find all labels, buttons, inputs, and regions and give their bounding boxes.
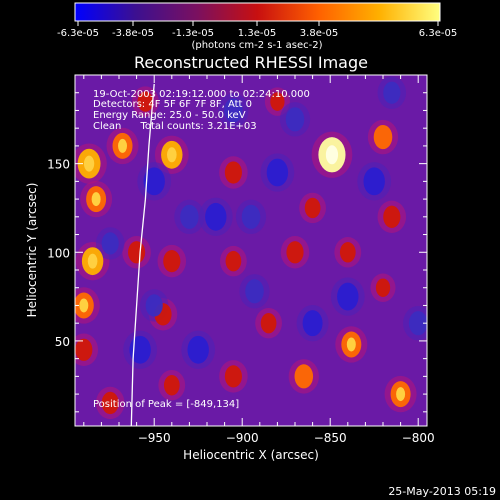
- heatmap-cold-spot: [143, 167, 165, 196]
- colorbar-tick-label: -3.8e-05: [112, 28, 154, 39]
- heatmap-hot-spot: [260, 312, 277, 334]
- heatmap-cold-spot: [145, 294, 163, 317]
- chart-title: Reconstructed RHESSI Image: [134, 53, 368, 72]
- heatmap-hot-spot: [383, 205, 401, 228]
- x-axis-ticks: −950 −900 −850 −800: [83, 75, 435, 445]
- heatmap-hot-spot: [270, 92, 285, 111]
- heatmap-cold-spot: [205, 202, 227, 231]
- heatmap-cold-spot: [245, 279, 264, 304]
- plot-frame: [74, 74, 428, 427]
- heatmap-cold-spot: [224, 98, 243, 123]
- colorbar-tick-label: -1.3e-05: [172, 28, 214, 39]
- x-tick-label: −850: [314, 431, 347, 445]
- heatmap-peak-core: [166, 147, 177, 163]
- x-axis-label: Heliocentric X (arcsec): [183, 448, 319, 462]
- colorbar-tick-label: 3.8e-05: [300, 28, 338, 39]
- heatmap-cold-spot: [241, 204, 261, 229]
- heatmap-hot-spot: [304, 197, 321, 219]
- heatmap-hot-spot: [75, 338, 93, 361]
- y-axis-label: Heliocentric Y (arcsec): [25, 183, 39, 318]
- heatmap-hot-spot: [294, 364, 314, 389]
- colorbar-tick-label: 6.3e-05: [419, 28, 457, 39]
- heatmap-cold-spot: [337, 282, 359, 311]
- annotation-time-range: 19-Oct-2003 02:19:12.000 to 02:24:10.000: [93, 89, 310, 100]
- heatmap-peak-core: [87, 253, 98, 269]
- heatmap-hot-spot: [163, 375, 180, 396]
- x-tick-label: −900: [226, 431, 259, 445]
- heatmap-peak-core: [346, 337, 356, 352]
- colorbar-ticks: -6.3e-05 -3.8e-05 -1.3e-05 1.3e-05 3.8e-05 6.…: [57, 21, 457, 39]
- annotation-clean-counts: Clean Total counts: 3.21E+03: [93, 121, 257, 132]
- colorbar: [74, 2, 441, 22]
- heatmap-hot-spot: [101, 391, 119, 415]
- heatmap-cold-spot: [363, 167, 385, 196]
- heatmap-hot-spot: [375, 278, 391, 298]
- y-axis-ticks: 50 100 150: [47, 92, 427, 413]
- annotation-energy-range: Energy Range: 25.0 - 50.0 keV: [93, 110, 246, 121]
- heatmap-hot-spot: [286, 241, 304, 264]
- heatmap-hot-spot: [137, 91, 154, 112]
- heatmap-peak-core: [79, 298, 89, 313]
- footer-timestamp: 25-May-2013 05:19: [388, 485, 496, 498]
- annotation-detectors: Detectors: 4F 5F 6F 7F 8F, Att 0: [93, 99, 252, 110]
- peak-position-label: Position of Peak = [-849,134]: [93, 399, 239, 410]
- heatmap-hot-spot: [128, 241, 146, 264]
- colorbar-tick-label: 1.3e-05: [238, 28, 276, 39]
- heatmap-cold-spot: [383, 81, 401, 104]
- heatmap-peak-core: [91, 192, 101, 207]
- heatmap-hot-spot: [373, 124, 393, 150]
- heatmap-cold-spot: [187, 335, 209, 364]
- x-tick-label: −800: [402, 431, 435, 445]
- heatmap-hot-spot: [163, 249, 181, 273]
- y-tick-label: 100: [47, 246, 70, 260]
- heatmap-cold-spot: [180, 204, 199, 229]
- heatmap-cold-spot: [302, 310, 323, 337]
- y-tick-label: 150: [47, 158, 70, 172]
- heatmap-peak-core: [118, 138, 128, 153]
- colorbar-unit-label: (photons cm-2 s-1 asec-2): [191, 40, 322, 51]
- heatmap-peak-core: [83, 155, 95, 172]
- y-tick-label: 50: [55, 335, 70, 349]
- heatmap-peak-core: [396, 387, 406, 402]
- heatmap-cold-spot: [266, 158, 289, 187]
- heatmap-hot-spot: [224, 365, 242, 388]
- heatmap-hot-spot: [225, 250, 242, 272]
- heatmap-cold-spot: [285, 107, 305, 132]
- heatmap-peak-core: [325, 145, 339, 165]
- heatmap-hot-spot: [339, 242, 356, 263]
- x-tick-label: −950: [138, 431, 171, 445]
- colorbar-tick-label: -6.3e-05: [57, 28, 99, 39]
- heatmap-cold-spot: [408, 311, 427, 336]
- heatmap-hot-spot: [224, 161, 242, 184]
- heatmap-cold-spot: [101, 232, 119, 255]
- solar-limb-curve: [130, 83, 155, 426]
- heatmap-image: [75, 76, 427, 420]
